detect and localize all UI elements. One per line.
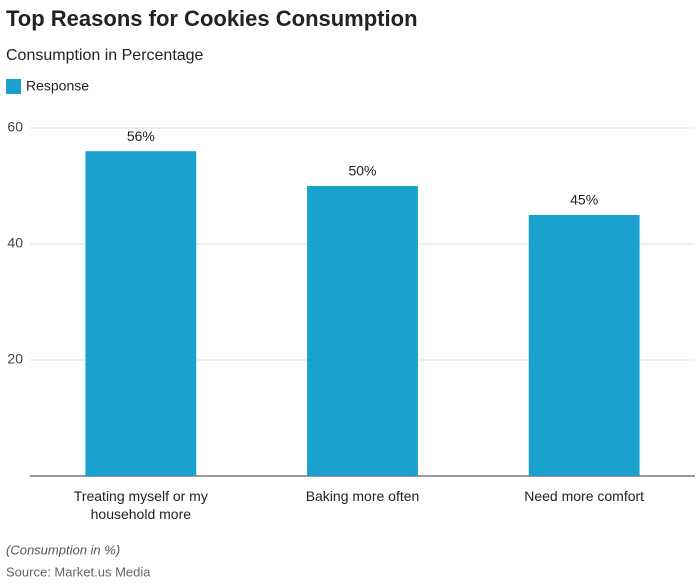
y-tick-label: 60 [7, 119, 23, 135]
y-tick-label: 40 [7, 235, 23, 251]
x-tick-label: Baking more often [305, 488, 420, 504]
source: Source: Market.us Media [6, 564, 151, 579]
x-tick-label: Need more comfort [524, 488, 645, 504]
chart-subtitle: Consumption in Percentage [6, 47, 204, 64]
bar [307, 186, 418, 476]
bar [85, 151, 197, 476]
value-label: 56% [127, 128, 155, 144]
y-tick-label: 20 [7, 351, 23, 367]
chart-title: Top Reasons for Cookies Consumption [6, 6, 418, 31]
note: (Consumption in %) [6, 542, 120, 557]
value-label: 50% [348, 163, 376, 179]
value-label: 45% [570, 192, 598, 208]
legend-swatch [6, 79, 21, 94]
bar [528, 215, 640, 476]
x-tick-label: Treating myself or my household more [73, 488, 208, 522]
legend-label: Response [26, 78, 89, 94]
